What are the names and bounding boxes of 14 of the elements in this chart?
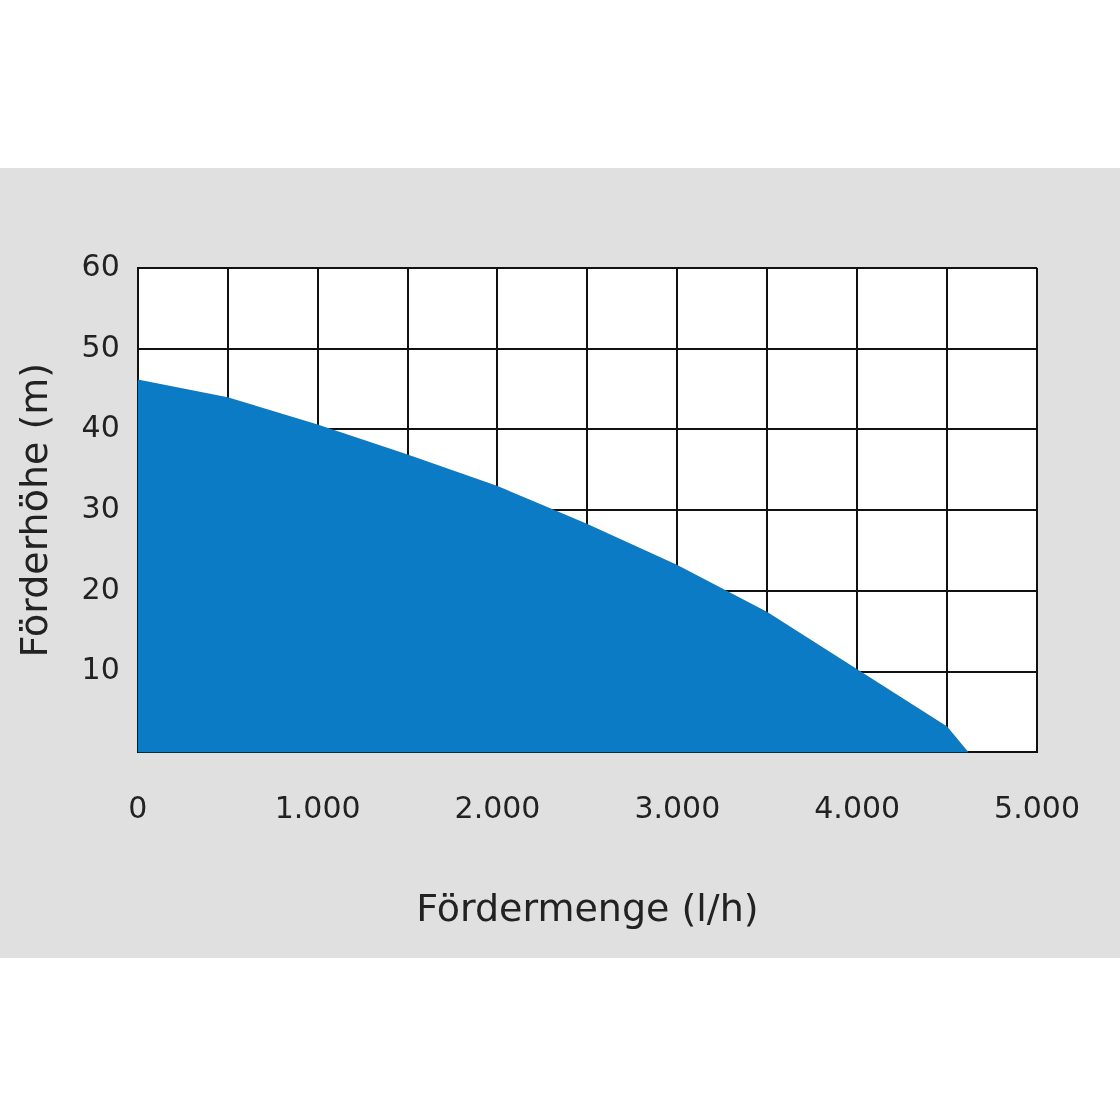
y-tick-label: 20 [81,570,120,606]
y-tick-label: 40 [81,409,120,445]
y-tick-label: 60 [81,247,120,283]
y-axis-title: Förderhöhe (m) [11,362,56,658]
y-tick-label: 50 [81,328,120,364]
x-tick-label: 5.000 [994,790,1080,826]
x-tick-label: 3.000 [634,790,721,826]
x-tick-label: 1.000 [274,790,361,826]
x-tick-label: 2.000 [454,790,541,826]
x-axis-title: Fördermenge (l/h) [416,886,759,931]
x-tick-label: 4.000 [814,790,901,826]
y-tick-label: 10 [81,651,120,687]
y-tick-label: 30 [81,490,120,525]
x-tick-label: 0 [128,790,148,826]
